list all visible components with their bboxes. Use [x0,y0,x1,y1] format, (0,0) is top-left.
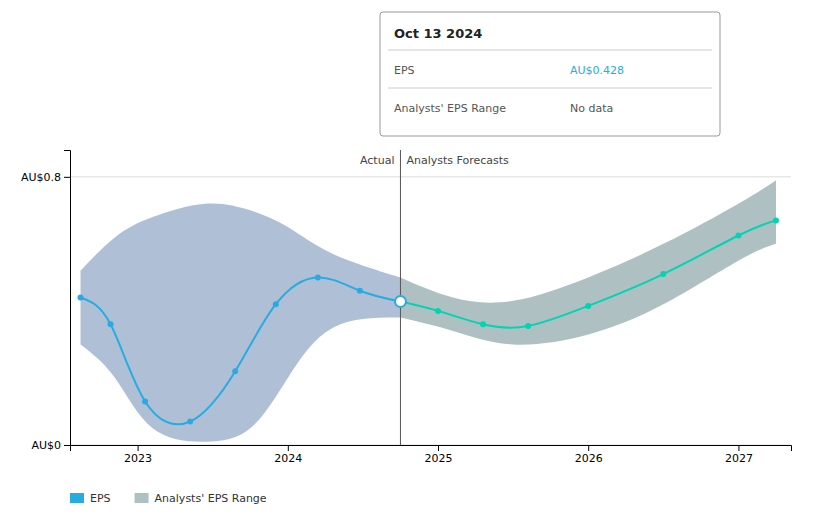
x-axis: 2023 2024 2025 2026 2027 [71,445,792,465]
eps-point [585,303,591,309]
eps-point [525,323,531,329]
eps-point [480,321,486,327]
legend-swatch [70,493,84,503]
plot-area [78,150,779,445]
legend-item: Analysts' EPS Range [135,492,267,505]
x-tick-label: 2027 [725,452,753,465]
legend-swatch [135,493,149,503]
y-axis: AU$0 AU$0.8 [21,151,71,453]
eps-point [315,274,321,280]
eps-point [273,301,279,307]
range-band [81,203,401,441]
grid [70,177,791,445]
x-tick-mark [738,445,739,451]
legend: EPS Analysts' EPS Range [70,492,267,505]
eps-line [400,220,776,327]
tooltip-separator [388,50,712,51]
x-tick-mark [138,445,139,451]
tooltip-value: AU$0.428 [570,64,624,77]
range-band [400,180,776,344]
eps-point [773,217,779,223]
x-tick: 2026 [575,445,603,465]
tooltip-label: Analysts' EPS Range [394,102,506,115]
eps-point [108,321,114,327]
y-tick: AU$0 [31,439,70,452]
eps-point [142,398,148,404]
annotation: Analysts Forecasts [406,154,509,167]
y-axis-line [64,151,71,446]
annotations: Actual Analysts Forecasts [360,154,509,167]
y-tick: AU$0.8 [21,171,70,184]
y-tick-label: AU$0.8 [21,171,61,184]
legend-item: EPS [70,492,111,505]
tooltip: Oct 13 2024 EPS AU$0.428 Analysts' EPS Rang… [380,12,720,136]
x-tick-label: 2023 [124,452,152,465]
grid-line [70,176,791,177]
x-tick: 2027 [725,445,753,465]
x-tick-label: 2025 [425,452,453,465]
annotation: Actual [360,154,394,167]
tooltip-separator [388,88,712,89]
eps-point [232,368,238,374]
eps-point [357,288,363,294]
tooltip-label: EPS [394,64,415,77]
eps-point [435,308,441,314]
tooltip-box [380,12,720,136]
hover-point [395,296,406,307]
y-tick-label: AU$0 [31,439,61,452]
x-tick-mark [288,445,289,451]
y-tick-mark [64,177,70,178]
eps-line [81,277,401,424]
legend-label: EPS [90,492,111,505]
x-tick: 2024 [274,445,302,465]
eps-point [78,295,84,301]
x-tick-label: 2024 [274,452,302,465]
legend-label: Analysts' EPS Range [155,492,267,505]
eps-point [187,419,193,425]
eps-point [735,232,741,238]
x-tick: 2025 [425,445,453,465]
x-tick-label: 2026 [575,452,603,465]
chart: 2023 2024 2025 2026 2027 AU$0 AU$0.8 Actual Anal… [0,0,821,520]
x-tick-mark [588,445,589,451]
x-tick-mark [438,445,439,451]
y-tick-mark [64,445,70,446]
x-tick: 2023 [124,445,152,465]
eps-point [660,271,666,277]
tooltip-title: Oct 13 2024 [394,26,482,41]
tooltip-value: No data [570,102,613,115]
x-axis-line [71,446,792,452]
